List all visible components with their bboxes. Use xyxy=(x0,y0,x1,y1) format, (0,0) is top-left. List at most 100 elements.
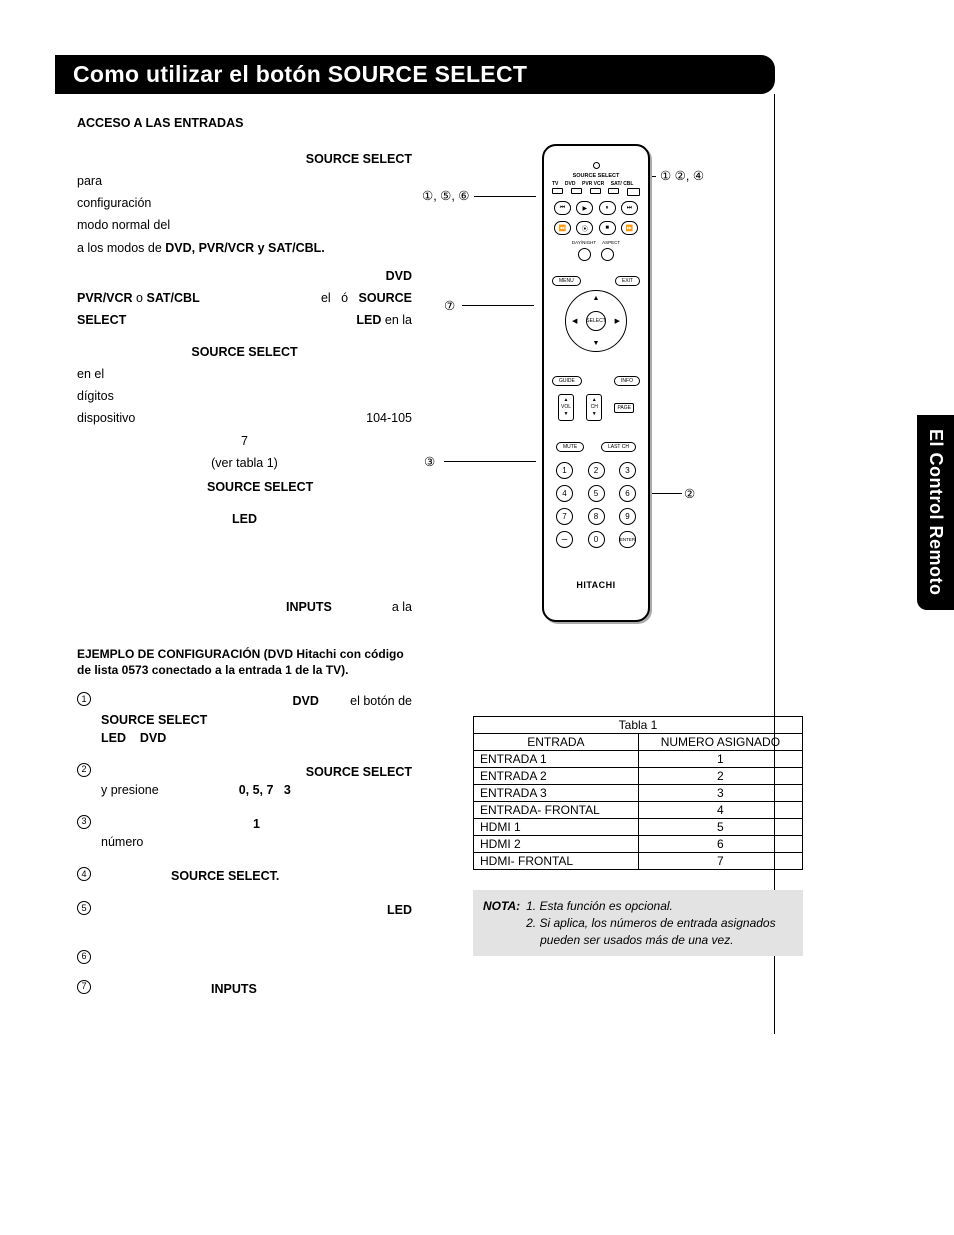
playback-buttons: ⏮ ▶ ⏸ ⏭ ⏪ ⦿ ■ ⏩ xyxy=(554,201,638,241)
kw-digit: 3 xyxy=(284,783,291,797)
num-0: 0 xyxy=(588,531,605,548)
dpad: ▲ ▼ ◀ ▶ SELECT xyxy=(565,290,627,352)
mode-tv: TV xyxy=(552,181,558,187)
mute-last-row: MUTE LAST CH xyxy=(556,442,636,452)
table-cell: 2 xyxy=(638,768,802,785)
skip-back-icon: ⏮ xyxy=(554,201,571,215)
table-cell: 5 xyxy=(638,819,802,836)
mode-led xyxy=(552,188,563,194)
aspect-button xyxy=(601,248,614,261)
num-6: 6 xyxy=(619,485,636,502)
callout-line xyxy=(462,305,534,306)
body-text: dispositivo xyxy=(77,409,135,427)
kw-source-select: SOURCE SELECT xyxy=(207,480,313,494)
body-text: en la xyxy=(381,313,412,327)
mode-pvr: PVR VCR xyxy=(582,181,604,187)
note-line: pueden ser usados más de una vez. xyxy=(540,932,776,949)
table-cell: HDMI 1 xyxy=(474,819,639,836)
table-head: NUMERO ASIGNADO xyxy=(638,734,802,751)
brand-label: HITACHI xyxy=(544,580,648,590)
body-text: o xyxy=(133,291,147,305)
body-text: para xyxy=(77,172,412,190)
table-cell: HDMI- FRONTAL xyxy=(474,853,639,870)
table-cell: 3 xyxy=(638,785,802,802)
kw-source-select: SOURCE SELECT. xyxy=(171,869,279,883)
table-cell: ENTRADA 3 xyxy=(474,785,639,802)
table-row: ENTRADA- FRONTAL4 xyxy=(474,802,803,819)
ch-rocker: ▲CH▼ xyxy=(586,394,602,421)
kw-dvd: DVD xyxy=(292,694,318,708)
kw-source-select: SOURCE SELECT xyxy=(306,152,412,166)
step-number: 4 xyxy=(77,867,91,881)
daynight-label: DAY/NIGHT xyxy=(572,240,596,245)
callout-left-mid: ⑦ xyxy=(444,298,455,313)
num-9: 9 xyxy=(619,508,636,525)
step-row: 3 1 número xyxy=(77,815,412,851)
input-table: Tabla 1 ENTRADA NUMERO ASIGNADO ENTRADA … xyxy=(473,716,803,870)
table-row: HDMI- FRONTAL7 xyxy=(474,853,803,870)
steps-list: 1 DVD el botón de SOURCE SELECT LED DVD … xyxy=(77,692,412,997)
remote-diagram: ①, ⑤, ⑥ ⑦ ③ ① ②, ④ ② SOURCE SELECT xyxy=(430,150,762,622)
table-cell: ENTRADA 2 xyxy=(474,768,639,785)
step-number: 2 xyxy=(77,763,91,777)
page-title: Como utilizar el botón SOURCE SELECT xyxy=(55,55,775,94)
table-row: ENTRADA 11 xyxy=(474,751,803,768)
side-tab: El Control Remoto xyxy=(917,415,954,610)
body-text: modo normal del xyxy=(77,216,412,234)
rewind-icon: ⏪ xyxy=(554,221,571,235)
note-label: NOTA: xyxy=(483,898,520,948)
body-text: ó xyxy=(341,291,348,305)
mode-led xyxy=(608,188,619,194)
num-7: 7 xyxy=(556,508,573,525)
body-text: configuración xyxy=(77,194,412,212)
num-5: 5 xyxy=(588,485,605,502)
nav-cluster: MENUEXIT ▲ ▼ ◀ ▶ SELECT GUIDEINFO xyxy=(552,276,640,386)
step-number: 5 xyxy=(77,901,91,915)
kw-dvd: DVD xyxy=(140,731,166,745)
remote-outline: SOURCE SELECT TV DVD PVR VCR SAT/ CBL xyxy=(542,144,650,622)
table-cell: 6 xyxy=(638,836,802,853)
callout-right-top: ① ②, ④ xyxy=(660,168,704,183)
kw-dvd: DVD xyxy=(386,269,412,283)
instruction-text: SOURCE SELECT para configuración modo no… xyxy=(77,150,412,622)
table-cell: 7 xyxy=(638,853,802,870)
daynight-button xyxy=(578,248,591,261)
kw-led: LED xyxy=(356,313,381,327)
up-arrow-icon: ▲ xyxy=(593,295,600,302)
body-text: 7 xyxy=(77,432,412,450)
kw-led: LED xyxy=(387,903,412,917)
power-icon xyxy=(593,162,600,169)
mode-dvd: DVD xyxy=(565,181,576,187)
step-row: 5 LED xyxy=(77,901,412,919)
table-row: ENTRADA 22 xyxy=(474,768,803,785)
source-select-label: SOURCE SELECT xyxy=(552,173,640,179)
callout-line xyxy=(444,461,536,462)
step-number: 3 xyxy=(77,815,91,829)
guide-button: GUIDE xyxy=(552,376,582,386)
kw-led: LED xyxy=(101,731,126,745)
num-4: 4 xyxy=(556,485,573,502)
table-cell: ENTRADA 1 xyxy=(474,751,639,768)
number-pad: 123 456 789 –0ENTER xyxy=(556,462,636,554)
table-cell: ENTRADA- FRONTAL xyxy=(474,802,639,819)
kw-source: SOURCE xyxy=(359,291,412,305)
exit-button: EXIT xyxy=(615,276,640,286)
body-text: el xyxy=(321,291,331,305)
kw-source-select: SOURCE SELECT xyxy=(306,765,412,779)
right-arrow-icon: ▶ xyxy=(615,317,620,325)
body-text: el botón de xyxy=(350,694,412,708)
mode-sat: SAT/ CBL xyxy=(611,181,634,187)
page-button: PAGE xyxy=(614,403,634,413)
left-arrow-icon: ◀ xyxy=(572,317,577,325)
mode-led-picture-icon xyxy=(627,188,640,196)
body-text: número xyxy=(101,833,412,851)
num-8: 8 xyxy=(588,508,605,525)
kw-inputs: INPUTS xyxy=(286,600,332,614)
mode-led xyxy=(571,188,582,194)
vol-rocker: ▲VOL▼ xyxy=(558,394,574,421)
play-icon: ▶ xyxy=(576,201,593,215)
kw-source-select: SOURCE SELECT xyxy=(101,713,207,727)
note-line: 1. Esta función es opcional. xyxy=(526,898,776,915)
step-row: 2 SOURCE SELECT y presione0, 5, 7 3 xyxy=(77,763,412,799)
table-row: ENTRADA 33 xyxy=(474,785,803,802)
